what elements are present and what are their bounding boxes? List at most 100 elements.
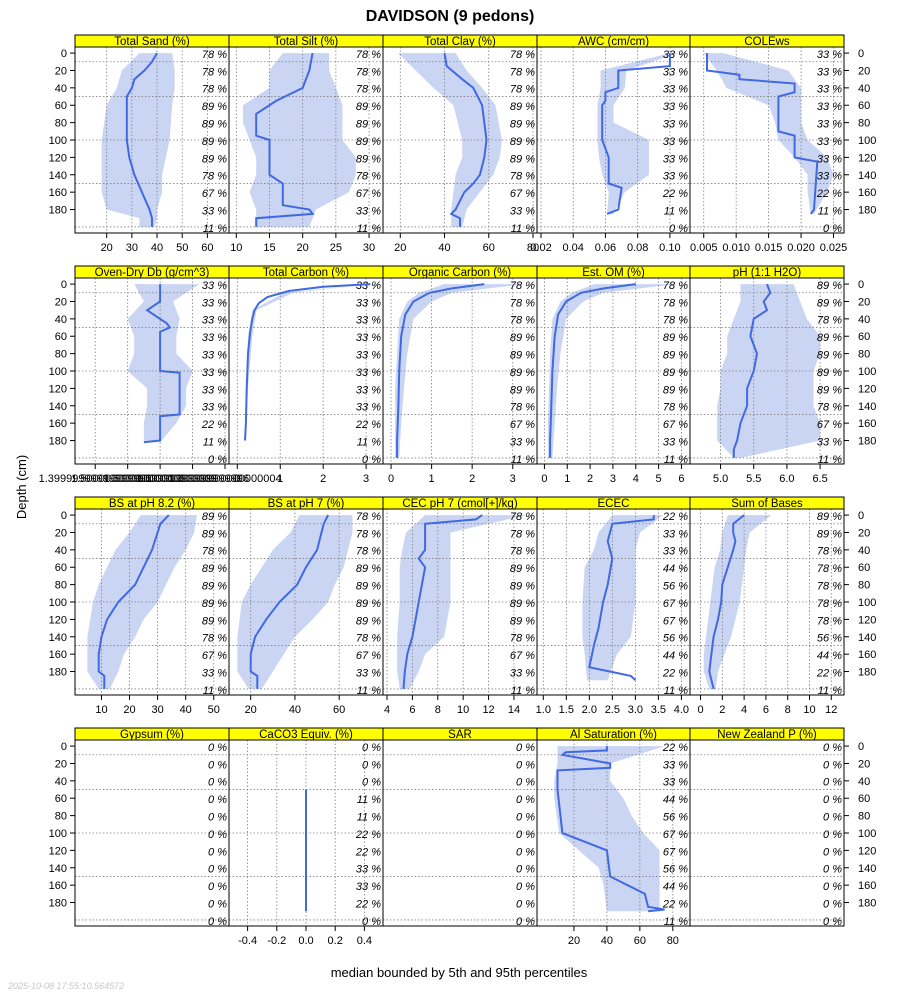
sample-pct-label: 33 % bbox=[202, 367, 227, 379]
sample-pct-label: 89 % bbox=[510, 118, 535, 130]
y-tick-label: 40 bbox=[858, 83, 870, 95]
sample-pct-label: 89 % bbox=[202, 528, 227, 540]
sample-pct-label: 33 % bbox=[510, 436, 535, 448]
sample-pct-label: 89 % bbox=[510, 384, 535, 396]
sample-pct-label: 33 % bbox=[663, 546, 688, 558]
sample-pct-label: 33 % bbox=[202, 205, 227, 217]
x-tick-label: 1.39999999999999991 bbox=[39, 473, 152, 485]
sample-pct-label: 33 % bbox=[202, 315, 227, 327]
y-tick-label: 140 bbox=[858, 632, 876, 644]
x-tick-label: 3.5 bbox=[651, 704, 666, 716]
median-line bbox=[588, 515, 655, 681]
sample-pct-label: 78 % bbox=[202, 633, 227, 645]
panel-title: pH (1:1 H2O) bbox=[733, 267, 802, 279]
x-tick-label: 0 bbox=[697, 704, 703, 716]
x-tick-label: 10 bbox=[457, 704, 469, 716]
sample-pct-label: 89 % bbox=[510, 349, 535, 361]
panel: pH (1:1 H2O) 89 % 89 % 78 % 89 % 89 % 89 % 89 %… bbox=[689, 265, 876, 485]
x-tick-label: 1.50000000000000000 bbox=[71, 473, 184, 485]
y-tick-label: 120 bbox=[49, 845, 67, 857]
panel-title: Al Saturation (%) bbox=[570, 729, 657, 741]
sample-pct-label: 33 % bbox=[663, 528, 688, 540]
panel: COLEws 33 % 33 % 33 % 33 % 33 % 33 % 33 % 33 % 22… bbox=[689, 34, 876, 254]
y-tick-label: 120 bbox=[858, 614, 876, 626]
sample-pct-label: 89 % bbox=[202, 136, 227, 148]
y-tick-label: 20 bbox=[858, 527, 870, 539]
sample-pct-label: 0 % bbox=[516, 759, 535, 771]
y-tick-label: 20 bbox=[55, 527, 67, 539]
y-tick-label: 160 bbox=[49, 187, 67, 199]
y-tick-label: 60 bbox=[55, 562, 67, 574]
sample-pct-label: 89 % bbox=[510, 153, 535, 165]
y-tick-label: 120 bbox=[858, 383, 876, 395]
sample-pct-label: 0 % bbox=[669, 223, 688, 235]
y-tick-label: 40 bbox=[858, 314, 870, 326]
sample-pct-label: 78 % bbox=[510, 315, 535, 327]
y-tick-label: 100 bbox=[49, 828, 67, 840]
sample-pct-label: 78 % bbox=[202, 66, 227, 78]
panel-title: Organic Carbon (%) bbox=[409, 267, 511, 279]
sample-pct-label: 33 % bbox=[356, 384, 381, 396]
sample-pct-label: 0 % bbox=[208, 881, 227, 893]
y-tick-label: 140 bbox=[49, 170, 67, 182]
sample-pct-label: 78 % bbox=[202, 546, 227, 558]
sample-pct-label: 89 % bbox=[356, 101, 381, 113]
sample-pct-label: 78 % bbox=[510, 84, 535, 96]
sample-pct-label: 89 % bbox=[510, 598, 535, 610]
y-tick-label: 120 bbox=[49, 614, 67, 626]
y-tick-label: 20 bbox=[55, 65, 67, 77]
y-tick-label: 40 bbox=[55, 83, 67, 95]
y-tick-label: 120 bbox=[49, 383, 67, 395]
panel-title: Total Carbon (%) bbox=[263, 267, 349, 279]
x-tick-label: 0.005 bbox=[690, 242, 718, 254]
x-tick-label: 2.5 bbox=[605, 704, 620, 716]
sample-pct-label: 33 % bbox=[356, 315, 381, 327]
sample-pct-label: 89 % bbox=[817, 367, 842, 379]
sample-pct-label: 89 % bbox=[817, 528, 842, 540]
sample-pct-label: 89 % bbox=[202, 580, 227, 592]
sample-pct-label: 78 % bbox=[663, 280, 688, 292]
y-tick-label: 140 bbox=[858, 863, 876, 875]
sample-pct-label: 33 % bbox=[663, 777, 688, 789]
sample-pct-label: 78 % bbox=[510, 66, 535, 78]
sample-pct-label: 0 % bbox=[516, 777, 535, 789]
y-tick-label: 80 bbox=[858, 349, 870, 361]
panel: Organic Carbon (%)78 %78 %78 %89 %89 %89… bbox=[382, 265, 538, 485]
sample-pct-label: 89 % bbox=[510, 101, 535, 113]
x-tick-label: 30 bbox=[151, 704, 163, 716]
y-tick-label: 20 bbox=[55, 296, 67, 308]
sample-pct-label: 22 % bbox=[355, 829, 381, 841]
sample-pct-label: 89 % bbox=[202, 153, 227, 165]
percentile-band bbox=[554, 746, 665, 912]
y-tick-label: 20 bbox=[55, 758, 67, 770]
y-tick-label: 180 bbox=[49, 898, 67, 910]
y-tick-label: 80 bbox=[858, 580, 870, 592]
sample-pct-label: 33 % bbox=[817, 171, 842, 183]
sample-pct-label: 33 % bbox=[202, 297, 227, 309]
y-tick-label: 180 bbox=[858, 667, 876, 679]
sample-pct-label: 33 % bbox=[510, 205, 535, 217]
y-tick-label: 60 bbox=[858, 793, 870, 805]
x-tick-label: 5 bbox=[656, 473, 662, 485]
percentile-band bbox=[397, 515, 527, 689]
sample-pct-label: 67 % bbox=[663, 615, 688, 627]
sample-pct-label: 0 % bbox=[516, 916, 535, 928]
sample-pct-label: 11 % bbox=[357, 794, 381, 806]
sample-pct-label: 11 % bbox=[511, 685, 535, 697]
x-tick-label: 4.0 bbox=[674, 704, 689, 716]
sample-pct-label: 33 % bbox=[356, 280, 381, 292]
sample-pct-label: 33 % bbox=[663, 436, 688, 448]
y-tick-label: 60 bbox=[858, 100, 870, 112]
x-tick-label: 14 bbox=[508, 704, 520, 716]
sample-pct-label: 11 % bbox=[203, 436, 227, 448]
sample-pct-label: 33 % bbox=[817, 66, 842, 78]
x-tick-label: 1 bbox=[564, 473, 570, 485]
x-tick-label: 0.06 bbox=[595, 242, 616, 254]
sample-pct-label: 11 % bbox=[357, 436, 381, 448]
panel-title: Total Clay (%) bbox=[424, 36, 496, 48]
sample-pct-label: 89 % bbox=[202, 101, 227, 113]
sample-pct-label: 67 % bbox=[663, 846, 688, 858]
y-tick-label: 80 bbox=[55, 349, 67, 361]
x-tick-label: 30 bbox=[363, 242, 375, 254]
sample-pct-label: 78 % bbox=[510, 528, 535, 540]
